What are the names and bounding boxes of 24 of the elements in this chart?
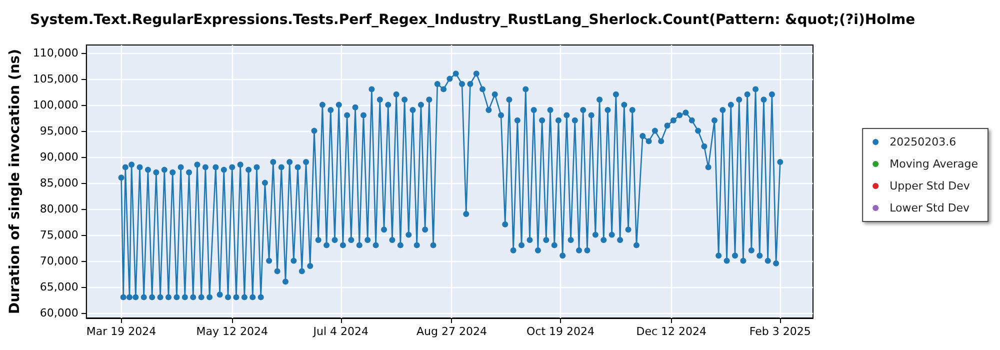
x-tick-label: Feb 3 2025 <box>749 325 811 338</box>
y-tick-label: 70,000 <box>40 254 78 268</box>
legend-label: Moving Average <box>890 158 978 170</box>
legend-label: Lower Std Dev <box>890 202 970 214</box>
y-tick-label: 100,000 <box>32 98 78 112</box>
x-tick-label: Aug 27 2024 <box>416 325 487 338</box>
y-tick-label: 105,000 <box>32 72 78 86</box>
x-tick-label: Jul 4 2024 <box>312 325 369 338</box>
x-tick-label: Dec 12 2024 <box>636 325 707 338</box>
y-tick-label: 80,000 <box>40 202 78 216</box>
legend-label: 20250203.6 <box>890 136 956 148</box>
chart-title: System.Text.RegularExpressions.Tests.Perf_Regex_Industry_RustLang_Sherlock.Count(Pattern: &quot;(?i)Holme <box>30 12 916 28</box>
y-tick-label: 85,000 <box>40 176 78 190</box>
y-tick-label: 75,000 <box>40 228 78 242</box>
x-tick-label: May 12 2024 <box>196 325 268 338</box>
y-tick-label: 65,000 <box>40 280 78 294</box>
y-tick-label: 60,000 <box>40 306 78 320</box>
x-tick-label: Mar 19 2024 <box>86 325 156 338</box>
y-axis-title: Duration of single invocation (ns) <box>7 48 23 314</box>
y-tick-label: 95,000 <box>40 124 78 138</box>
y-tick-label: 90,000 <box>40 150 78 164</box>
legend-label: Upper Std Dev <box>890 180 970 192</box>
y-tick-label: 110,000 <box>32 46 78 60</box>
x-tick-label: Oct 19 2024 <box>526 325 595 338</box>
